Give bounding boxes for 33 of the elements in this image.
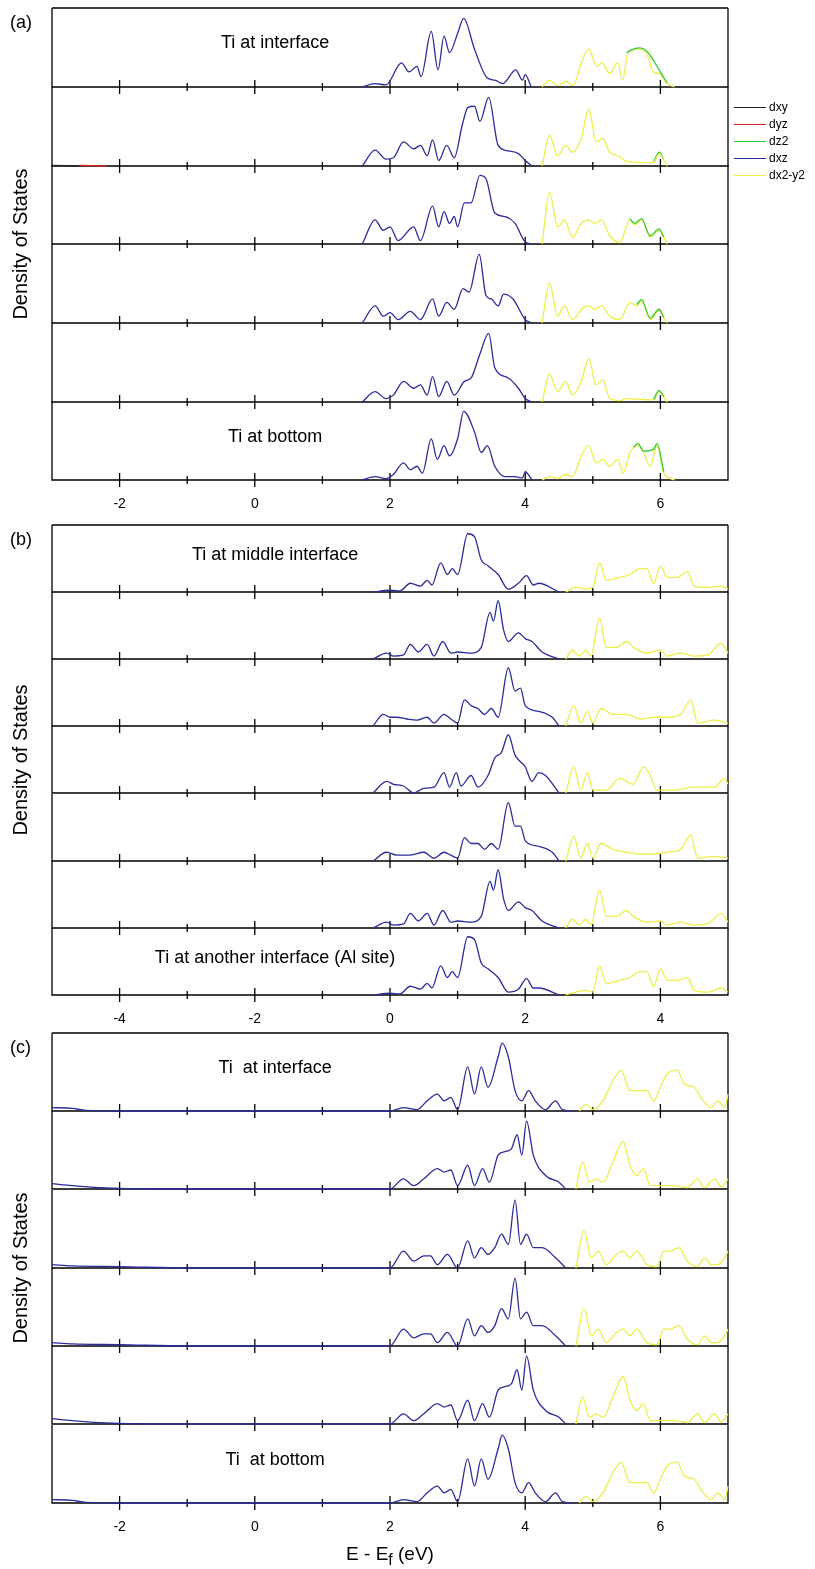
x-tick-label: 6 — [656, 495, 665, 512]
x-tick-label: 4 — [521, 1517, 530, 1534]
annotation: Ti at middle interface — [191, 543, 359, 565]
x-tick-label: 0 — [386, 1010, 395, 1027]
legend-label: dx2-y2 — [769, 166, 806, 184]
x-tick-label: -4 — [113, 1010, 127, 1027]
x-tick-label: 2 — [521, 1010, 530, 1027]
x-tick-label: -2 — [248, 1010, 262, 1027]
x-tick-label: 0 — [250, 495, 259, 512]
x-tick-label: 0 — [250, 1517, 259, 1534]
legend-label: dxy — [769, 98, 788, 116]
x-tick-label: 4 — [521, 495, 530, 512]
annotation: Ti at interface — [218, 1057, 332, 1079]
legend-label: dxz — [769, 149, 788, 167]
y-axis-title: Density of States — [8, 684, 32, 836]
annotation: Ti at bottom — [227, 425, 323, 447]
x-tick-label: 2 — [386, 1517, 395, 1534]
chart-title: (a) — [10, 12, 32, 33]
chart-title: (b) — [10, 529, 32, 550]
annotation: Ti at interface — [220, 32, 330, 54]
legend-label: dyz — [769, 115, 788, 133]
chart-title: (c) — [10, 1037, 31, 1058]
x-tick-label: 2 — [386, 495, 395, 512]
x-tick-label: 4 — [656, 1010, 665, 1027]
x-tick-label: -2 — [113, 1517, 127, 1534]
y-axis-title: Density of States — [8, 1192, 32, 1344]
x-tick-label: 6 — [656, 1517, 665, 1534]
y-axis-title: Density of States — [8, 168, 32, 320]
legend-label: dz2 — [769, 132, 789, 150]
x-axis-title: E - E$_{f}$ (eV) — [346, 1543, 434, 1569]
annotation: Ti at another interface (Al site) — [154, 946, 396, 968]
annotation: Ti at bottom — [225, 1448, 325, 1470]
x-tick-label: -2 — [113, 495, 127, 512]
